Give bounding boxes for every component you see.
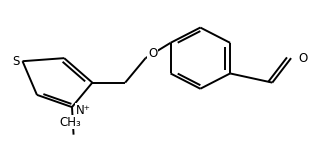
Text: O: O xyxy=(298,52,307,65)
Text: N⁺: N⁺ xyxy=(76,104,91,117)
Text: S: S xyxy=(12,55,19,68)
Text: O: O xyxy=(148,47,157,60)
Text: CH₃: CH₃ xyxy=(59,116,81,129)
